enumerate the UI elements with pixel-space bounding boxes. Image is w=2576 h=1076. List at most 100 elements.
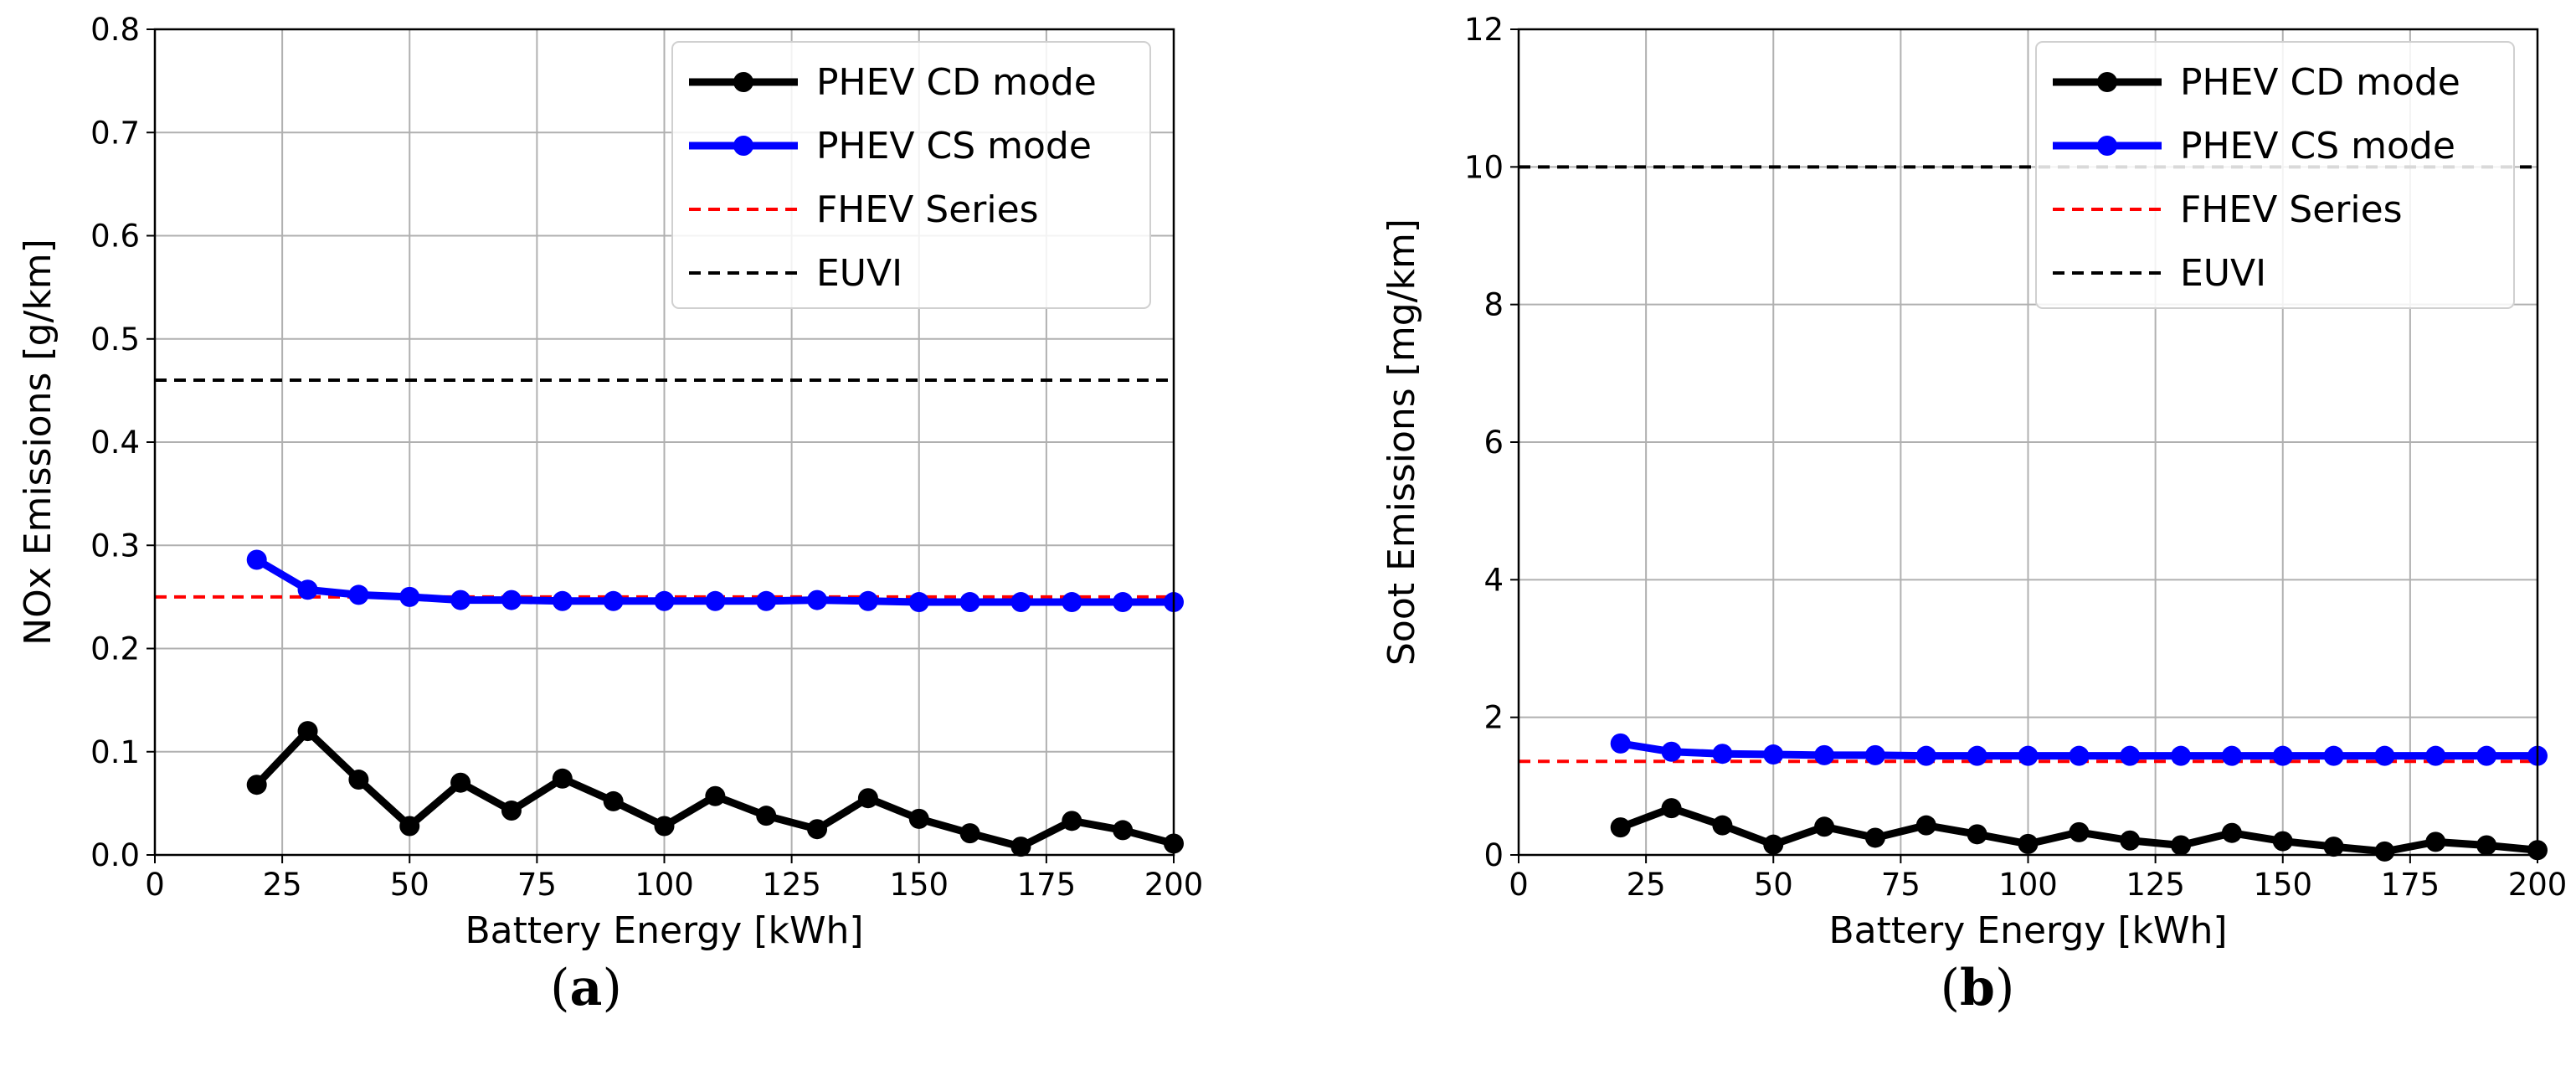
y-tick-label: 4 bbox=[1483, 562, 1504, 598]
data-point bbox=[1763, 834, 1784, 855]
x-tick-label: 25 bbox=[263, 867, 302, 903]
data-point bbox=[654, 590, 675, 611]
data-point bbox=[654, 816, 675, 837]
data-point bbox=[2272, 831, 2293, 852]
y-tick-label: 2 bbox=[1483, 700, 1504, 736]
data-point bbox=[857, 788, 878, 809]
data-point bbox=[246, 775, 267, 795]
data-point bbox=[2374, 745, 2395, 766]
legend-item: FHEV Series bbox=[2053, 188, 2403, 231]
y-tick-label: 10 bbox=[1464, 149, 1504, 185]
data-point bbox=[2171, 745, 2192, 766]
legend-item: PHEV CS mode bbox=[689, 125, 1092, 167]
data-point bbox=[2018, 833, 2039, 854]
x-tick-label: 0 bbox=[1509, 867, 1529, 903]
data-point bbox=[1915, 815, 1936, 836]
panel-a: 0 25 50 75 100 125 150 175 200 0.0 0.1 0.2 0.3 0.4 0.5… bbox=[17, 12, 1203, 1017]
data-point bbox=[1010, 592, 1031, 613]
data-point bbox=[807, 589, 828, 610]
legend-marker bbox=[2097, 72, 2117, 92]
y-axis-label: Soot Emissions [mg/km] bbox=[1381, 219, 1423, 666]
data-point bbox=[2069, 745, 2090, 766]
legend-item: PHEV CS mode bbox=[2053, 125, 2455, 167]
series-phev-cd-mode bbox=[246, 721, 1184, 857]
data-point bbox=[1864, 744, 1885, 765]
y-tick-label: 0.3 bbox=[90, 528, 140, 564]
data-point bbox=[552, 768, 573, 789]
y-tick-label: 0.0 bbox=[90, 837, 140, 873]
data-point bbox=[2425, 745, 2446, 766]
x-tick-label: 200 bbox=[1144, 867, 1204, 903]
data-point bbox=[756, 590, 777, 611]
x-tick-label: 125 bbox=[2126, 867, 2185, 903]
data-point bbox=[348, 770, 369, 790]
data-point bbox=[246, 549, 267, 570]
legend-label: FHEV Series bbox=[816, 188, 1039, 231]
x-tick-label: 75 bbox=[517, 867, 557, 903]
data-point bbox=[297, 579, 318, 600]
legend-label: FHEV Series bbox=[2180, 188, 2403, 231]
legend: PHEV CD mode PHEV CS mode FHEV Series EUVI bbox=[2035, 41, 2515, 309]
data-point bbox=[1712, 815, 1733, 836]
legend-item: FHEV Series bbox=[689, 188, 1039, 231]
data-point bbox=[1062, 811, 1082, 831]
data-point bbox=[450, 589, 471, 610]
panel-caption: (a) bbox=[550, 959, 622, 1017]
y-tick-label: 0 bbox=[1483, 837, 1504, 873]
x-tick-label: 100 bbox=[1998, 867, 2058, 903]
data-point bbox=[297, 721, 318, 742]
legend-item: EUVI bbox=[689, 252, 902, 295]
data-point bbox=[1967, 745, 1987, 766]
data-point bbox=[552, 590, 573, 611]
data-point bbox=[2018, 745, 2039, 766]
data-point bbox=[2120, 830, 2141, 851]
data-point bbox=[348, 584, 369, 605]
data-point bbox=[1113, 592, 1134, 613]
data-point bbox=[857, 590, 878, 611]
legend-item: PHEV CD mode bbox=[689, 61, 1097, 104]
series-phev-cs-mode bbox=[1610, 733, 2548, 766]
data-point bbox=[705, 590, 726, 611]
data-point bbox=[1915, 745, 1936, 766]
data-point bbox=[1062, 592, 1082, 613]
panel-b: 0 25 50 75 100 125 150 175 200 0 2 4 6 8 10 12 Battery E… bbox=[1381, 12, 2567, 1017]
data-point bbox=[1010, 837, 1031, 857]
data-point bbox=[1610, 733, 1631, 754]
data-point bbox=[908, 808, 929, 829]
legend-marker bbox=[733, 72, 753, 92]
series-phev-cd-mode bbox=[1610, 798, 2548, 862]
legend-label: PHEV CD mode bbox=[2180, 61, 2460, 104]
legend-box bbox=[2035, 41, 2515, 309]
data-point bbox=[1864, 827, 1885, 848]
data-point bbox=[1661, 741, 1682, 762]
panel-caption: (b) bbox=[1941, 959, 2015, 1017]
data-point bbox=[1967, 824, 1987, 845]
data-point bbox=[2425, 831, 2446, 852]
data-point bbox=[2221, 745, 2242, 766]
x-tick-label: 25 bbox=[1627, 867, 1666, 903]
legend-marker bbox=[2097, 136, 2117, 156]
x-tick-label: 0 bbox=[145, 867, 165, 903]
plot-frame bbox=[1517, 28, 2539, 857]
data-point bbox=[1661, 798, 1682, 819]
data-point bbox=[2476, 835, 2497, 856]
data-point bbox=[756, 806, 777, 826]
legend-item: PHEV CD mode bbox=[2053, 61, 2460, 104]
x-tick-label: 50 bbox=[1754, 867, 1793, 903]
data-point bbox=[2221, 822, 2242, 843]
y-axis-label: NOx Emissions [g/km] bbox=[17, 239, 59, 646]
data-point bbox=[1113, 820, 1134, 841]
y-tick-label: 0.7 bbox=[90, 115, 140, 151]
legend-label: EUVI bbox=[2180, 252, 2266, 295]
x-tick-label: 175 bbox=[1017, 867, 1077, 903]
data-point bbox=[807, 819, 828, 840]
y-tick-label: 0.1 bbox=[90, 734, 140, 770]
y-tick-label: 6 bbox=[1483, 425, 1504, 461]
y-tick-label: 8 bbox=[1483, 287, 1504, 323]
legend-item: EUVI bbox=[2053, 252, 2266, 295]
data-point bbox=[603, 790, 624, 811]
data-point bbox=[501, 589, 522, 610]
data-point bbox=[2171, 835, 2192, 856]
legend-label: PHEV CD mode bbox=[816, 61, 1097, 104]
plot-frame bbox=[153, 28, 1175, 857]
